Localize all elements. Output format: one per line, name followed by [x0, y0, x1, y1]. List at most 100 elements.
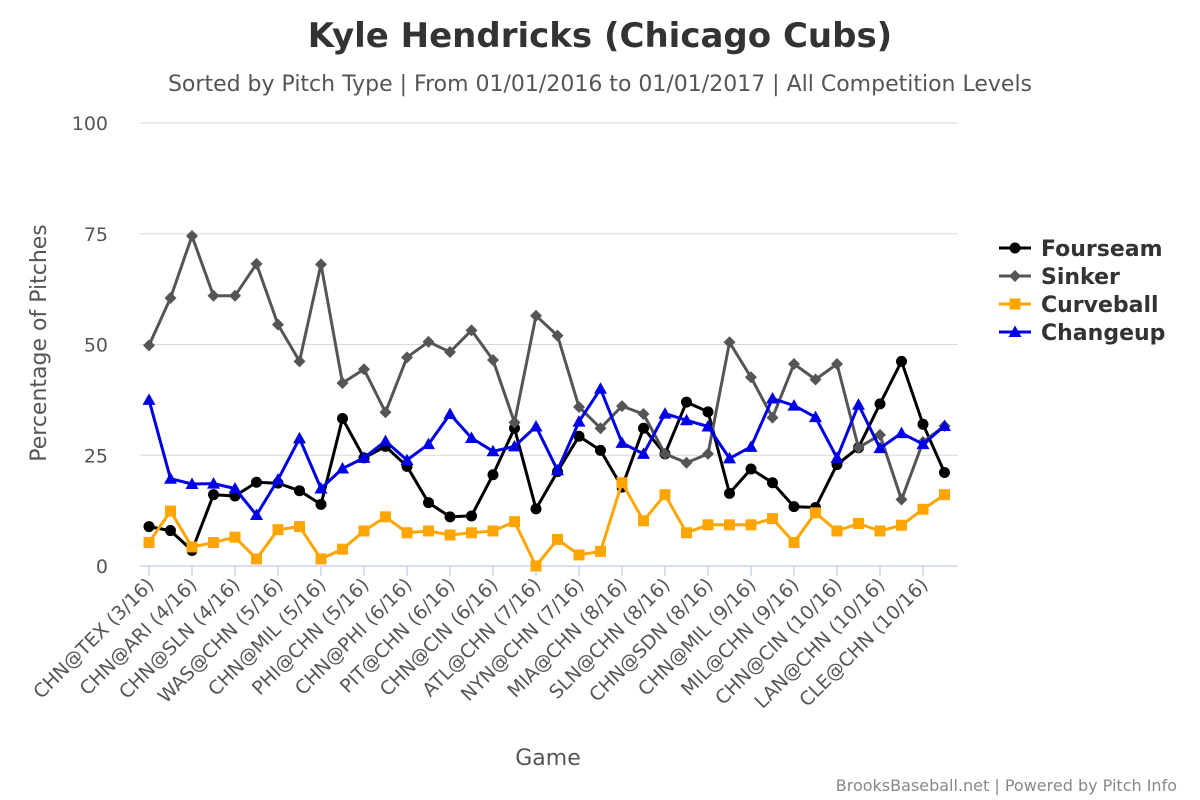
fourseam-point[interactable]	[466, 510, 477, 522]
curveball-point[interactable]	[939, 489, 950, 501]
fourseam-point[interactable]	[337, 412, 348, 424]
changeup-point[interactable]	[615, 436, 629, 448]
fourseam-point[interactable]	[681, 396, 692, 408]
curveball-point[interactable]	[337, 543, 348, 555]
changeup-point[interactable]	[400, 453, 414, 466]
changeup-point[interactable]	[336, 462, 349, 474]
legend-marker[interactable]	[1008, 325, 1022, 338]
legend-item-curveball[interactable]: Curveball	[999, 293, 1159, 318]
curveball-point[interactable]	[917, 503, 929, 515]
changeup-point[interactable]	[680, 413, 693, 426]
curveball-point[interactable]	[509, 516, 520, 528]
curveball-point[interactable]	[573, 549, 585, 561]
curveball-point[interactable]	[315, 553, 327, 565]
changeup-point[interactable]	[744, 440, 758, 452]
curveball-point[interactable]	[358, 525, 370, 537]
changeup-point[interactable]	[809, 410, 822, 423]
sinker-point[interactable]	[422, 335, 435, 348]
changeup-point[interactable]	[916, 437, 930, 450]
changeup-point[interactable]	[658, 407, 672, 419]
sinker-point[interactable]	[551, 329, 564, 342]
sinker-point[interactable]	[487, 354, 499, 367]
curveball-point[interactable]	[165, 505, 176, 517]
curveball-point[interactable]	[251, 553, 262, 565]
curveball-point[interactable]	[638, 515, 649, 527]
fourseam-point[interactable]	[444, 511, 456, 523]
changeup-point[interactable]	[422, 437, 435, 450]
sinker-point[interactable]	[831, 357, 843, 370]
sinker-point[interactable]	[680, 456, 693, 469]
fourseam-point[interactable]	[745, 463, 757, 475]
curveball-point[interactable]	[444, 529, 456, 541]
curveball-point[interactable]	[702, 519, 714, 531]
curveball-point[interactable]	[423, 525, 434, 537]
fourseam-point[interactable]	[315, 498, 327, 510]
sinker-point[interactable]	[250, 257, 263, 270]
legend-item-sinker[interactable]: Sinker	[999, 265, 1120, 290]
fourseam-point[interactable]	[294, 485, 305, 497]
changeup-point[interactable]	[551, 463, 564, 476]
changeup-point[interactable]	[465, 431, 478, 443]
fourseam-point[interactable]	[788, 501, 800, 513]
curveball-point[interactable]	[810, 507, 821, 519]
fourseam-point[interactable]	[165, 525, 176, 537]
fourseam-point[interactable]	[896, 355, 907, 367]
curveball-point[interactable]	[143, 537, 155, 549]
curveball-point[interactable]	[767, 513, 778, 525]
curveball-point[interactable]	[552, 533, 563, 545]
legend-marker[interactable]	[1009, 270, 1021, 282]
fourseam-point[interactable]	[917, 418, 929, 430]
fourseam-point[interactable]	[939, 467, 950, 479]
curveball-point[interactable]	[208, 537, 219, 549]
sinker-point[interactable]	[594, 422, 607, 435]
changeup-point[interactable]	[293, 431, 306, 444]
legend-marker[interactable]	[1009, 298, 1021, 310]
fourseam-point[interactable]	[423, 497, 434, 509]
sinker-point[interactable]	[143, 339, 155, 352]
curveball-point[interactable]	[530, 560, 542, 572]
sinker-point[interactable]	[809, 373, 822, 386]
fourseam-point[interactable]	[487, 469, 499, 481]
sinker-point[interactable]	[895, 493, 908, 506]
curveball-point[interactable]	[616, 477, 628, 489]
curveball-point[interactable]	[874, 525, 886, 537]
curveball-point[interactable]	[401, 527, 413, 539]
changeup-point[interactable]	[529, 419, 543, 432]
curveball-point[interactable]	[186, 541, 198, 553]
curveball-point[interactable]	[724, 519, 735, 531]
curveball-point[interactable]	[788, 537, 800, 549]
sinker-point[interactable]	[207, 289, 220, 302]
fourseam-point[interactable]	[251, 476, 262, 488]
sinker-point[interactable]	[745, 371, 757, 384]
legend-marker[interactable]	[1009, 242, 1021, 254]
sinker-point[interactable]	[379, 406, 392, 419]
sinker-point[interactable]	[315, 258, 327, 271]
sinker-point[interactable]	[766, 411, 779, 424]
sinker-point[interactable]	[530, 309, 542, 322]
changeup-point[interactable]	[895, 426, 908, 439]
changeup-point[interactable]	[787, 399, 801, 411]
sinker-point[interactable]	[573, 400, 585, 413]
sinker-point[interactable]	[465, 324, 478, 337]
legend-item-changeup[interactable]: Changeup	[999, 321, 1165, 346]
sinker-point[interactable]	[444, 346, 456, 359]
changeup-point[interactable]	[701, 419, 715, 432]
credits-text[interactable]: BrooksBaseball.net | Powered by Pitch In…	[836, 776, 1177, 795]
sinker-point[interactable]	[229, 289, 241, 302]
changeup-point[interactable]	[637, 447, 650, 459]
changeup-point[interactable]	[314, 481, 328, 494]
fourseam-point[interactable]	[874, 398, 886, 410]
legend[interactable]: Fourseam Sinker Curveball Changeup	[999, 237, 1165, 346]
curveball-point[interactable]	[466, 527, 477, 539]
fourseam-point[interactable]	[702, 406, 714, 418]
curveball-point[interactable]	[896, 519, 907, 531]
changeup-point[interactable]	[443, 407, 457, 420]
curveball-point[interactable]	[380, 511, 391, 523]
sinker-point[interactable]	[293, 355, 306, 368]
changeup-point[interactable]	[271, 473, 285, 485]
legend-item-fourseam[interactable]: Fourseam	[999, 237, 1163, 262]
fourseam-point[interactable]	[530, 503, 542, 515]
fourseam-point[interactable]	[573, 430, 585, 442]
curveball-point[interactable]	[595, 545, 606, 557]
curveball-point[interactable]	[831, 525, 843, 537]
